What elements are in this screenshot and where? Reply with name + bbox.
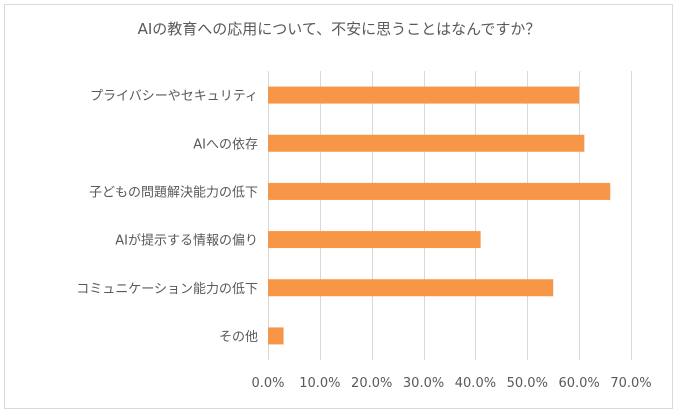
chart-frame: AIの教育への応用について、不安に思うことはなんですか？ プライバシーやセキュリ… — [4, 4, 673, 409]
bar — [268, 327, 284, 345]
x-tick-label: 0.0% — [251, 376, 284, 391]
bar — [268, 182, 611, 200]
category-label: 子どもの問題解決能力の低下 — [89, 185, 258, 200]
x-tick-label: 20.0% — [351, 376, 392, 391]
x-tick-label: 10.0% — [299, 376, 340, 391]
category-label: AIが提示する情報の偏り — [115, 233, 258, 249]
bar — [268, 279, 554, 297]
bar — [268, 86, 580, 104]
x-tick-label: 30.0% — [403, 376, 444, 391]
category-label: その他 — [219, 330, 258, 345]
category-label: コミュニケーション能力の低下 — [76, 282, 258, 297]
grid-lines — [268, 71, 632, 360]
x-tick-label: 70.0% — [610, 376, 651, 391]
x-tick-labels: 0.0% 10.0% 20.0% 30.0% 40.0% 50.0% 60.0% 70.0% — [251, 376, 651, 391]
chart-title: AIの教育への応用について、不安に思うことはなんですか？ — [138, 20, 541, 38]
bars — [268, 86, 611, 345]
bar — [268, 231, 481, 249]
category-label: AIへの依存 — [193, 137, 258, 152]
x-tick-label: 50.0% — [507, 376, 548, 391]
chart-svg: AIの教育への応用について、不安に思うことはなんですか？ プライバシーやセキュリ… — [76, 20, 651, 391]
x-tick-label: 40.0% — [455, 376, 496, 391]
bar — [268, 134, 585, 152]
x-tick-label: 60.0% — [558, 376, 599, 391]
category-label: プライバシーやセキュリティ — [90, 89, 258, 104]
